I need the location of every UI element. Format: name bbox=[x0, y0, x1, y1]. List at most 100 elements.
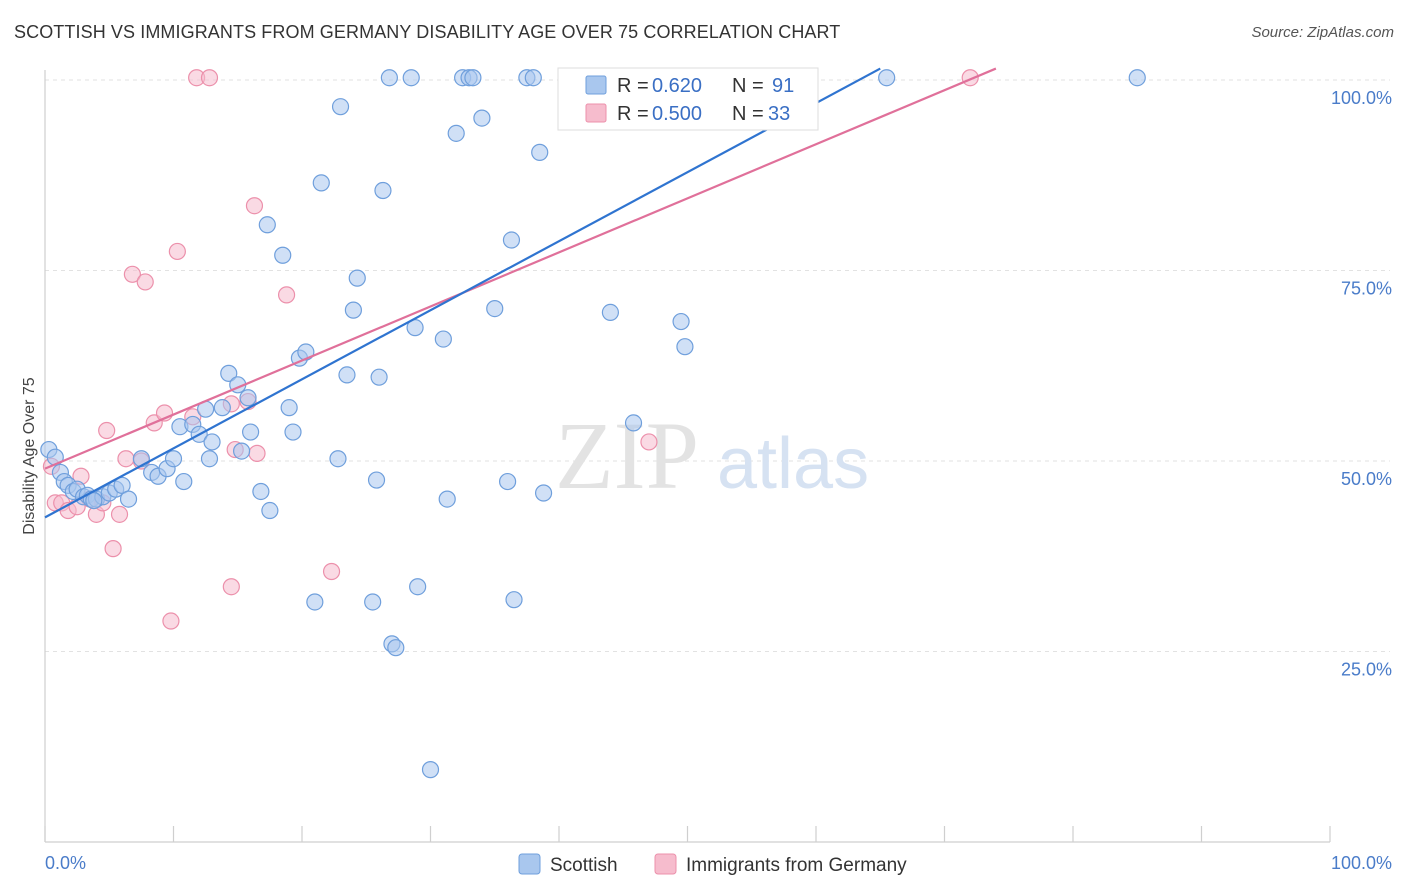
legend-r-value-germany: 0.500 bbox=[652, 103, 702, 125]
scottish-point-73 bbox=[531, 143, 549, 161]
scottish-point-35 bbox=[261, 501, 279, 520]
scottish-point-55 bbox=[387, 639, 405, 657]
legend-box: R = 0.620 N = 91 R = 0.500 N = 33 bbox=[557, 67, 819, 131]
legend-swatch-germany bbox=[585, 103, 607, 123]
scottish-point-67 bbox=[486, 300, 504, 318]
germany-point-28 bbox=[248, 444, 266, 462]
germany-point-18 bbox=[162, 612, 180, 630]
legend-n-value-scottish: 91 bbox=[772, 75, 794, 97]
germany-point-30 bbox=[322, 562, 341, 581]
scottish-point-39 bbox=[284, 423, 302, 441]
scottish-point-51 bbox=[370, 368, 388, 386]
series-immigrants-from-germany bbox=[42, 69, 979, 630]
germany-point-13 bbox=[123, 265, 141, 283]
scottish-point-37 bbox=[274, 246, 292, 264]
bottom-legend: Scottish Immigrants from Germany bbox=[518, 853, 907, 876]
scottish-point-65 bbox=[464, 69, 482, 87]
scottish-point-74 bbox=[534, 484, 553, 502]
legend-n-label-1: N = bbox=[732, 75, 764, 97]
scottish-point-72 bbox=[524, 69, 542, 87]
x-axis-ticks bbox=[44, 826, 1331, 842]
y-tick-label-25: 25.0% bbox=[1341, 660, 1392, 680]
scottish-point-77 bbox=[601, 303, 620, 322]
scottish-point-32 bbox=[239, 389, 257, 407]
watermark: ZIP atlas bbox=[555, 402, 869, 509]
scottish-point-66 bbox=[473, 109, 491, 127]
germany-point-15 bbox=[136, 273, 154, 291]
bottom-legend-label-germany: Immigrants from Germany bbox=[686, 855, 907, 876]
bottom-legend-swatch-germany bbox=[654, 853, 677, 875]
trend-lines bbox=[44, 67, 997, 519]
scottish-point-44 bbox=[329, 450, 347, 468]
legend-n-value-germany: 33 bbox=[768, 103, 790, 125]
scottish-point-61 bbox=[438, 490, 456, 508]
germany-point-19 bbox=[168, 242, 186, 261]
scottish-point-43 bbox=[312, 174, 330, 192]
scottish-point-45 bbox=[331, 98, 350, 116]
scottish-point-82 bbox=[672, 312, 690, 331]
legend-n-label-2: N = bbox=[732, 103, 764, 125]
scottish-point-20 bbox=[164, 450, 183, 468]
scottish-point-36 bbox=[258, 216, 276, 234]
scottish-point-90 bbox=[85, 492, 103, 510]
y-tick-label-50: 50.0% bbox=[1341, 469, 1392, 489]
scottish-point-31 bbox=[233, 442, 251, 460]
scottish-point-48 bbox=[348, 269, 366, 287]
y-tick-label-100: 100.0% bbox=[1331, 88, 1392, 108]
scottish-point-68 bbox=[499, 472, 517, 491]
y-tick-labels: 25.0% 50.0% 75.0% 100.0% bbox=[1331, 88, 1392, 680]
germany-point-31 bbox=[640, 433, 658, 451]
scottish-point-89 bbox=[1128, 69, 1146, 87]
watermark-atlas: atlas bbox=[717, 424, 869, 504]
germany-point-27 bbox=[245, 197, 264, 215]
scottish-point-53 bbox=[380, 69, 398, 87]
bottom-legend-swatch-scottish bbox=[518, 853, 541, 875]
legend-swatch-scottish bbox=[585, 75, 607, 95]
scottish-point-60 bbox=[434, 330, 452, 348]
germany-point-22 bbox=[200, 69, 219, 87]
scottish-point-56 bbox=[402, 69, 420, 87]
scottish-point-50 bbox=[367, 471, 386, 489]
scottish-point-15 bbox=[119, 490, 138, 508]
scottish-point-16 bbox=[132, 450, 150, 468]
scottish-point-83 bbox=[676, 338, 694, 356]
scottish-point-47 bbox=[344, 301, 362, 319]
scottish-point-27 bbox=[203, 433, 221, 451]
scottish-point-79 bbox=[624, 414, 643, 432]
germany-point-29 bbox=[277, 286, 296, 304]
chart-title: SCOTTISH VS IMMIGRANTS FROM GERMANY DISA… bbox=[14, 22, 841, 42]
germany-point-24 bbox=[222, 578, 240, 596]
x-tick-label-max: 100.0% bbox=[1331, 853, 1392, 873]
scottish-point-38 bbox=[280, 399, 298, 417]
scottish-point-62 bbox=[447, 124, 465, 142]
scottish-point-33 bbox=[242, 423, 260, 441]
scottish-point-28 bbox=[213, 399, 231, 417]
legend-r-value-scottish: 0.620 bbox=[652, 75, 702, 97]
scottish-point-58 bbox=[409, 578, 427, 596]
scottish-point-34 bbox=[252, 482, 270, 501]
source-credit: Source: ZipAtlas.com bbox=[1251, 24, 1394, 41]
germany-point-11 bbox=[110, 505, 129, 523]
y-tick-label-75: 75.0% bbox=[1341, 279, 1392, 299]
germany-point-12 bbox=[117, 450, 135, 468]
germany-point-10 bbox=[104, 540, 122, 558]
series-scottish bbox=[40, 69, 1146, 779]
bottom-legend-label-scottish: Scottish bbox=[550, 855, 618, 876]
scottish-point-52 bbox=[374, 181, 392, 200]
legend-r-label-2: R = bbox=[617, 103, 649, 125]
grid-lines bbox=[45, 79, 1390, 652]
trend-line-germany bbox=[44, 67, 997, 470]
scottish-point-22 bbox=[175, 472, 193, 491]
scottish-point-29 bbox=[220, 364, 238, 382]
scottish-point-70 bbox=[505, 591, 523, 609]
scottish-point-69 bbox=[502, 231, 521, 249]
scottish-point-49 bbox=[364, 593, 382, 611]
scottish-point-46 bbox=[338, 366, 356, 384]
y-axis-label: Disability Age Over 75 bbox=[21, 377, 38, 535]
trend-line-scottish bbox=[44, 67, 881, 519]
x-tick-label-min: 0.0% bbox=[45, 853, 86, 873]
scottish-point-26 bbox=[200, 450, 219, 468]
scottish-point-88 bbox=[878, 69, 896, 87]
scottish-point-42 bbox=[306, 593, 324, 611]
